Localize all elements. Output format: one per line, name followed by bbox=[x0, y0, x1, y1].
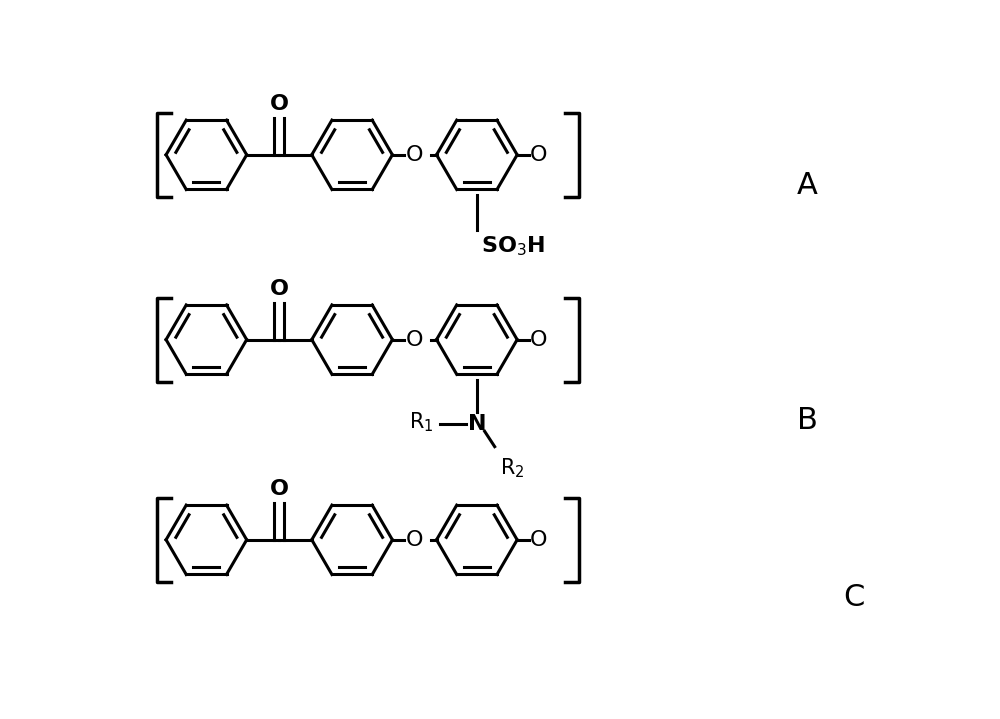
Text: C: C bbox=[843, 583, 864, 612]
Text: R$_1$: R$_1$ bbox=[409, 411, 433, 434]
Text: B: B bbox=[797, 406, 817, 435]
Text: O: O bbox=[270, 279, 289, 299]
Text: N: N bbox=[468, 413, 486, 434]
Text: O: O bbox=[270, 479, 289, 499]
Text: O: O bbox=[405, 530, 423, 550]
Text: O: O bbox=[530, 145, 548, 165]
Text: SO$_3$H: SO$_3$H bbox=[481, 235, 545, 259]
Text: O: O bbox=[405, 145, 423, 165]
Text: O: O bbox=[270, 94, 289, 114]
Text: O: O bbox=[530, 329, 548, 349]
Text: O: O bbox=[530, 530, 548, 550]
Text: O: O bbox=[405, 329, 423, 349]
Text: R$_2$: R$_2$ bbox=[500, 457, 525, 480]
Text: A: A bbox=[797, 171, 817, 200]
